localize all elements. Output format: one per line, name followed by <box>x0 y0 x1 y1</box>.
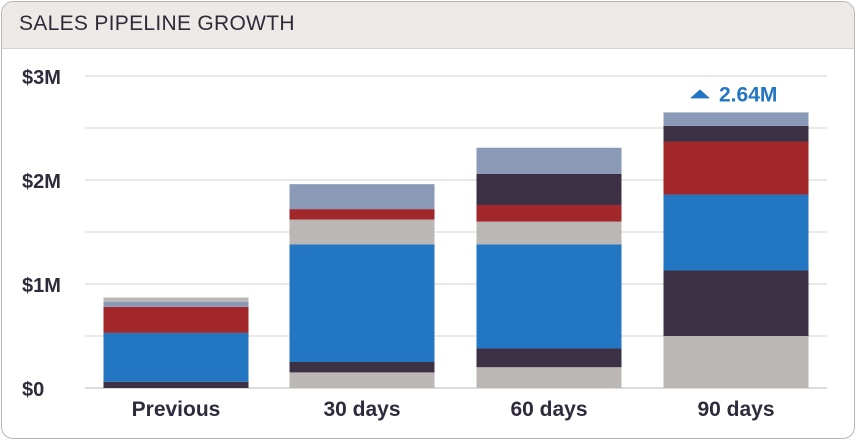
bar-segment <box>476 367 622 388</box>
x-tick-label: 60 days <box>510 398 587 421</box>
bar-segment <box>289 372 435 388</box>
x-tick-label: 90 days <box>697 398 774 421</box>
bar-segment <box>289 244 435 362</box>
bar-segment <box>476 173 622 205</box>
y-tick-label: $2M <box>22 171 61 193</box>
bar-segment <box>103 381 249 388</box>
y-tick-label: $0 <box>22 379 44 401</box>
bar-segment <box>103 301 249 307</box>
chart-title: SALES PIPELINE GROWTH <box>19 12 295 35</box>
y-tick-label: $1M <box>22 275 61 297</box>
bar-segment <box>476 204 622 222</box>
bar-segment <box>663 125 809 142</box>
x-tick-label: 30 days <box>323 398 400 421</box>
y-tick-label: $3M <box>22 67 61 89</box>
bar-segment <box>663 270 809 336</box>
bar-segment <box>289 219 435 245</box>
bar-segment <box>289 184 435 210</box>
bar-segment <box>663 336 809 388</box>
total-annotation: 2.64M <box>719 83 777 106</box>
bar-segment <box>476 221 622 245</box>
bar-segment <box>663 112 809 126</box>
card-header: SALES PIPELINE GROWTH <box>2 2 854 49</box>
x-tick-label: Previous <box>132 398 221 421</box>
bar-segment <box>103 306 249 333</box>
bar-segment <box>289 209 435 220</box>
bar-segment <box>103 332 249 382</box>
bar-segment <box>289 362 435 373</box>
bar-segment <box>476 147 622 174</box>
triangle-up-icon <box>690 89 710 99</box>
bar-segment <box>663 141 809 195</box>
bar-segment <box>476 244 622 349</box>
bar-segment <box>103 297 249 302</box>
bar-segment <box>663 194 809 271</box>
bar-segment <box>476 348 622 368</box>
